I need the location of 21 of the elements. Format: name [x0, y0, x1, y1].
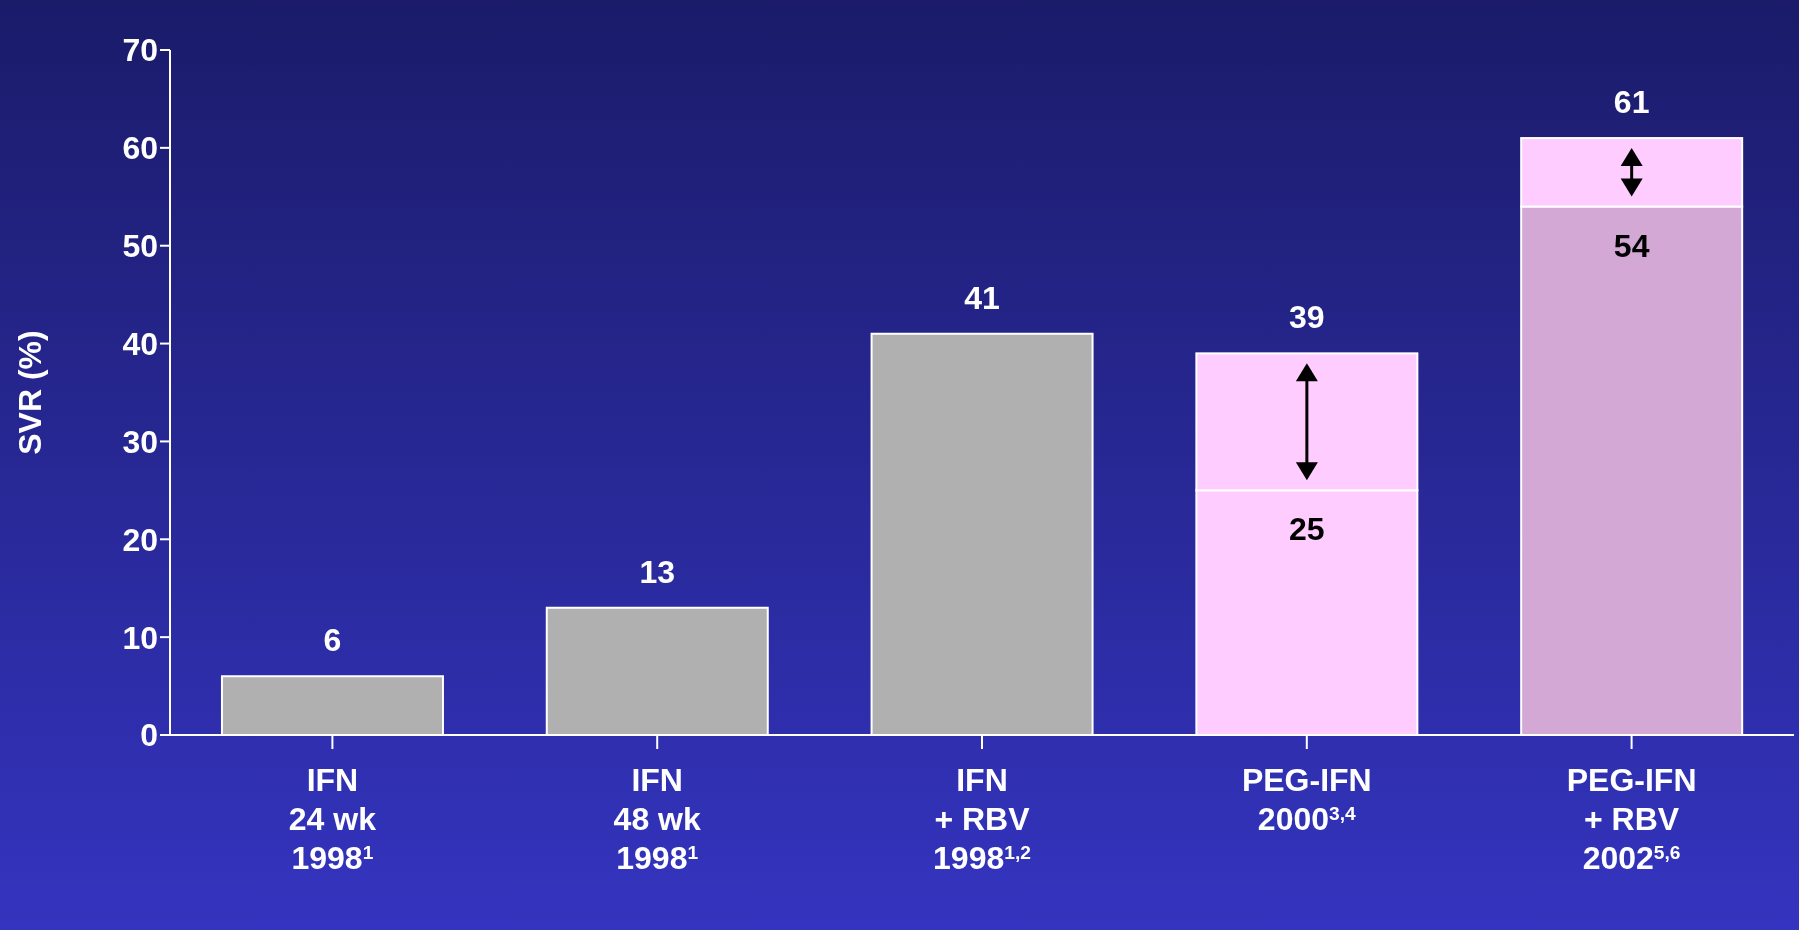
x-tick-label: PEG-IFN + RBV 2002$^{5,6}$	[1566, 762, 1697, 876]
data-label: 25	[1289, 511, 1325, 548]
total-label: 61	[1613, 84, 1650, 121]
y-tick-label: 0	[140, 717, 158, 754]
y-tick-label: 20	[122, 521, 158, 558]
x-tick-label: IFN 48 wk 1998$^{1}$	[613, 762, 701, 876]
y-tick-label: 10	[122, 619, 158, 656]
y-tick-label: 30	[122, 423, 158, 460]
y-axis-title: SVR (%)	[12, 330, 49, 455]
total-label: 39	[1289, 299, 1325, 336]
y-tick-label: 60	[122, 130, 158, 167]
y-tick-label: 50	[122, 228, 158, 265]
data-label: 54	[1613, 227, 1650, 264]
x-tick-label: IFN 24 wk 1998$^{1}$	[288, 762, 377, 876]
total-label: 41	[964, 279, 1000, 316]
total-label: 6	[323, 622, 342, 659]
x-tick-label: IFN + RBV 1998$^{1,2}$	[933, 762, 1031, 876]
y-tick-label: 40	[122, 325, 158, 362]
y-tick-label: 70	[122, 32, 158, 69]
x-tick-label: PEG-IFN 2000$^{3,4}$	[1241, 762, 1372, 837]
total-label: 13	[639, 553, 676, 590]
